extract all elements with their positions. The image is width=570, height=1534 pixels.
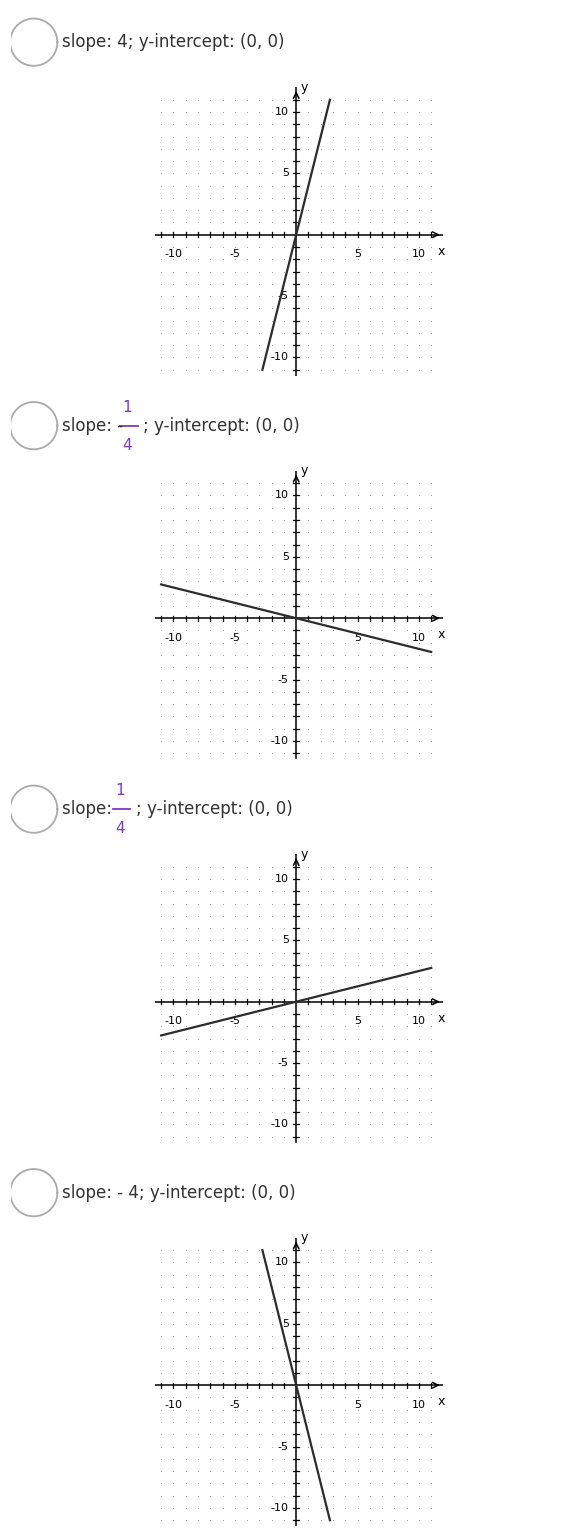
Text: ; y-intercept: (0, 0): ; y-intercept: (0, 0) [136, 801, 293, 818]
Text: 5: 5 [282, 552, 289, 561]
Text: -5: -5 [229, 1401, 241, 1410]
Text: -10: -10 [271, 353, 289, 362]
Text: 10: 10 [412, 1017, 426, 1026]
Text: 1: 1 [123, 400, 132, 414]
Text: -5: -5 [229, 1017, 241, 1026]
Text: 10: 10 [412, 1401, 426, 1410]
Text: -10: -10 [165, 634, 182, 643]
Text: -10: -10 [165, 250, 182, 259]
Text: 5: 5 [354, 1017, 361, 1026]
Text: ; y-intercept: (0, 0): ; y-intercept: (0, 0) [143, 417, 300, 434]
Text: y: y [300, 848, 308, 861]
Text: 5: 5 [354, 1401, 361, 1410]
Text: -5: -5 [278, 291, 289, 301]
Text: y: y [300, 81, 308, 94]
Text: -5: -5 [278, 675, 289, 684]
Text: -5: -5 [229, 634, 241, 643]
Text: 5: 5 [282, 1319, 289, 1328]
Text: -10: -10 [165, 1017, 182, 1026]
Text: y: y [300, 1232, 308, 1244]
Text: x: x [437, 1394, 445, 1408]
Text: slope: 4; y-intercept: (0, 0): slope: 4; y-intercept: (0, 0) [62, 34, 284, 51]
Text: 4: 4 [115, 821, 125, 836]
Text: y: y [300, 465, 308, 477]
Text: -5: -5 [229, 250, 241, 259]
Text: -10: -10 [271, 1120, 289, 1129]
Text: 5: 5 [282, 936, 289, 945]
Text: x: x [437, 627, 445, 641]
Text: 10: 10 [412, 634, 426, 643]
Text: -10: -10 [271, 1503, 289, 1513]
Text: 10: 10 [275, 1258, 289, 1267]
Text: -10: -10 [165, 1401, 182, 1410]
Text: -10: -10 [271, 736, 289, 746]
Text: 5: 5 [354, 250, 361, 259]
Text: 10: 10 [412, 250, 426, 259]
Text: 4: 4 [123, 437, 132, 453]
Text: slope: -: slope: - [62, 417, 123, 434]
Text: 10: 10 [275, 107, 289, 117]
Text: 1: 1 [115, 784, 125, 798]
Text: 10: 10 [275, 491, 289, 500]
Text: slope: - 4; y-intercept: (0, 0): slope: - 4; y-intercept: (0, 0) [62, 1184, 295, 1201]
Text: 10: 10 [275, 874, 289, 884]
Text: slope:: slope: [62, 801, 117, 818]
Text: x: x [437, 1011, 445, 1025]
Text: 5: 5 [282, 169, 289, 178]
Text: -5: -5 [278, 1442, 289, 1451]
Text: -5: -5 [278, 1058, 289, 1068]
Text: x: x [437, 244, 445, 258]
Text: 5: 5 [354, 634, 361, 643]
